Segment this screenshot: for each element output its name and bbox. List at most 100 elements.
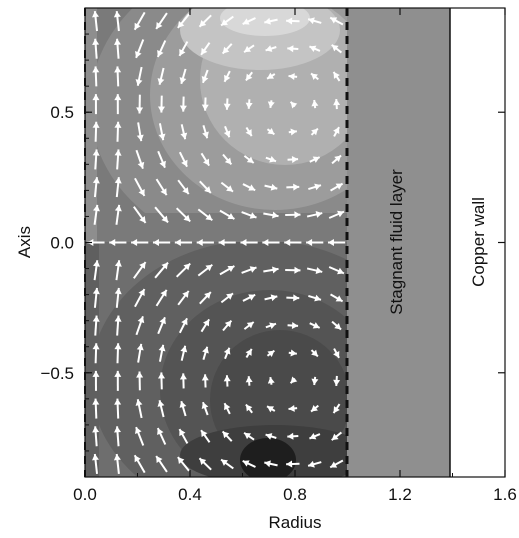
x-tick-label: 1.2: [388, 485, 412, 504]
velocity-arrow: [92, 38, 100, 59]
y-tick-label: 0.0: [50, 234, 74, 253]
velocity-arrow: [223, 402, 231, 415]
velocity-arrow: [157, 399, 165, 418]
x-tick-label: 1.6: [493, 485, 517, 504]
velocity-arrow: [220, 458, 234, 470]
velocity-arrow: [332, 403, 341, 414]
velocity-arrow: [136, 94, 144, 114]
velocity-arrow: [243, 432, 255, 441]
velocity-arrow: [288, 128, 297, 136]
velocity-arrow: [284, 239, 302, 246]
velocity-arrow: [93, 204, 100, 225]
velocity-arrow: [114, 287, 122, 308]
velocity-arrow: [242, 183, 256, 192]
velocity-arrow: [333, 126, 340, 137]
velocity-arrow: [286, 17, 300, 25]
velocity-arrow: [92, 370, 100, 391]
velocity-arrow: [158, 123, 166, 141]
velocity-arrow: [114, 38, 122, 59]
velocity-arrow: [114, 121, 122, 142]
velocity-arrow: [242, 460, 256, 468]
velocity-arrow: [310, 404, 319, 413]
velocity-arrow: [266, 405, 276, 413]
velocity-arrow: [245, 403, 253, 414]
velocity-arrow: [114, 315, 122, 336]
velocity-arrow: [178, 428, 189, 444]
velocity-arrow: [92, 94, 100, 115]
velocity-arrow: [221, 430, 233, 442]
velocity-arrow: [154, 261, 169, 279]
velocity-arrow: [329, 459, 344, 469]
x-axis-label: Radius: [269, 513, 322, 532]
velocity-arrow: [288, 73, 298, 81]
copper-wall: [450, 8, 505, 477]
velocity-arrow: [92, 453, 99, 475]
velocity-arrow: [310, 72, 319, 81]
velocity-arrow: [197, 208, 213, 222]
velocity-arrow: [154, 206, 169, 224]
velocity-arrow: [92, 426, 100, 447]
velocity-arrow: [199, 291, 212, 305]
velocity-arrow: [264, 460, 278, 468]
velocity-arrow: [242, 17, 256, 25]
velocity-arrow: [331, 154, 342, 165]
velocity-arrow: [243, 155, 255, 164]
velocity-arrow: [286, 460, 300, 468]
velocity-arrow: [219, 265, 235, 276]
velocity-arrow: [309, 156, 321, 163]
upper-axis-strip: [85, 8, 97, 242]
velocity-arrow: [267, 100, 275, 109]
velocity-arrow: [136, 122, 144, 142]
velocity-arrow: [264, 17, 278, 25]
velocity-arrow: [219, 209, 235, 220]
velocity-arrow: [265, 155, 277, 163]
lower-contours: [85, 242, 347, 477]
velocity-arrow: [286, 294, 300, 302]
velocity-arrow: [179, 68, 187, 85]
velocity-arrow: [265, 45, 277, 52]
velocity-arrow: [155, 178, 168, 196]
velocity-arrow: [201, 401, 209, 416]
velocity-arrow: [201, 69, 209, 84]
velocity-arrow: [220, 181, 234, 193]
velocity-arrow: [156, 40, 167, 58]
velocity-arrow: [92, 287, 100, 308]
velocity-arrow: [175, 207, 191, 223]
velocity-arrow: [135, 149, 145, 170]
velocity-arrow: [155, 455, 168, 473]
velocity-arrow: [177, 179, 190, 195]
velocity-arrow: [330, 293, 344, 303]
velocity-arrow: [114, 260, 122, 281]
velocity-arrow: [223, 347, 231, 360]
velocity-arrow: [135, 426, 145, 446]
velocity-arrow: [330, 182, 344, 192]
velocity-arrow: [288, 349, 297, 357]
velocity-arrow: [245, 99, 253, 109]
velocity-arrow: [310, 127, 319, 136]
velocity-arrow: [285, 266, 301, 274]
velocity-arrow: [156, 427, 167, 445]
velocity-arrow: [179, 373, 187, 389]
velocity-arrow: [155, 289, 168, 307]
velocity-arrow: [135, 315, 145, 336]
velocity-arrow: [264, 183, 278, 191]
velocity-arrow: [157, 316, 166, 335]
velocity-arrow: [241, 211, 257, 219]
velocity-arrow: [311, 376, 319, 386]
velocity-arrow: [310, 349, 319, 358]
velocity-arrow: [221, 43, 233, 55]
velocity-arrow: [308, 183, 322, 191]
velocity-arrow: [201, 374, 209, 388]
velocity-arrow: [311, 99, 319, 109]
stagnant-layer-label: Stagnant fluid layer: [387, 169, 406, 315]
velocity-arrow: [113, 453, 121, 475]
velocity-arrows: [87, 10, 346, 475]
velocity-arrow: [92, 315, 100, 336]
velocity-arrow: [109, 239, 127, 246]
velocity-arrow: [309, 45, 321, 53]
y-axis-label: Axis: [15, 226, 34, 258]
velocity-arrow: [245, 376, 253, 386]
velocity-arrow: [286, 183, 300, 191]
velocity-arrow: [333, 348, 340, 359]
velocity-arrow: [331, 431, 343, 441]
